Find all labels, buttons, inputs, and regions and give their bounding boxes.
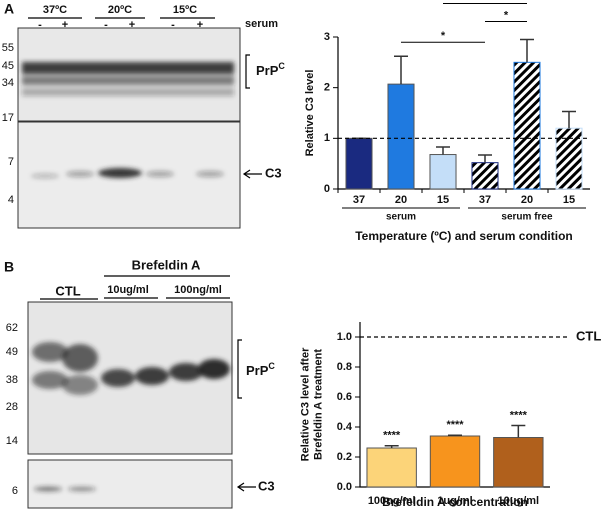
blot-b	[27, 301, 233, 509]
x-tick-label: 20	[395, 194, 407, 206]
x-tick-label: 37	[479, 194, 491, 206]
value-label: ****	[383, 430, 401, 442]
y-tick-label: 3	[324, 31, 330, 43]
control-label: CTL	[55, 283, 80, 298]
axis	[337, 37, 590, 190]
x-tick-label: 1ug/ml	[437, 495, 472, 507]
arrow	[242, 169, 262, 179]
treatment-label: Brefeldin A	[132, 257, 201, 272]
mw-marker: 62	[6, 322, 18, 334]
x-tick-label: 37	[353, 194, 365, 206]
significance-label: *	[504, 9, 509, 21]
significance-label: *	[441, 30, 446, 42]
group-label: serum free	[501, 212, 553, 223]
bar	[387, 83, 415, 190]
serum-sign: -	[171, 19, 175, 31]
mw-marker: 55	[2, 42, 14, 54]
prp-base: PrP	[256, 63, 279, 78]
underlines	[40, 275, 230, 300]
temperature: 37ºC	[43, 4, 67, 16]
y-tick-label: 0.8	[337, 361, 352, 373]
mw-marker: 49	[6, 346, 18, 358]
prp-label: PrPC	[246, 361, 275, 378]
error-bar	[436, 146, 450, 155]
bar	[429, 435, 481, 488]
y-tick-label: 0.6	[337, 391, 352, 403]
y-tick-label: 0	[324, 183, 330, 195]
mw-marker: 38	[6, 374, 18, 386]
serum-sign: +	[62, 19, 68, 31]
group-label: serum	[386, 212, 416, 223]
y-tick-label: 0.2	[337, 451, 352, 463]
mw-marker: 4	[8, 194, 14, 206]
prp-sup: C	[268, 361, 275, 371]
temperature: 20ºC	[108, 4, 132, 16]
mw-marker: 7	[8, 156, 14, 168]
mw-marker: 34	[2, 77, 14, 89]
y-tick-label: 0.4	[337, 421, 353, 433]
x-tick-label: 15	[437, 194, 449, 206]
panel-label: A	[4, 1, 14, 17]
error-bar	[478, 154, 492, 163]
y-tick-label: 1	[324, 132, 330, 144]
x-tick-label: 15	[563, 194, 575, 206]
x-axis-label: Brefeldin A concentration	[382, 495, 528, 509]
y-tick-label: 0.0	[337, 481, 352, 493]
bar	[429, 154, 457, 190]
error-bar	[448, 434, 462, 436]
x-axis-label: Temperature (ºC) and serum condition	[355, 229, 573, 243]
serum-sign: -	[104, 19, 108, 31]
bracket	[245, 54, 250, 89]
prp-sup: C	[278, 61, 285, 71]
prp-label: PrPC	[256, 61, 285, 78]
serum-label: serum	[245, 18, 278, 30]
mw-marker: 28	[6, 401, 18, 413]
bar	[493, 437, 544, 488]
mw-marker: 6	[12, 485, 18, 497]
value-label: ****	[446, 419, 464, 431]
error-bar	[562, 110, 576, 129]
value-label: ****	[510, 409, 528, 421]
bracket	[237, 339, 242, 399]
reference-label: CTL	[576, 328, 601, 343]
y-axis-label-line: Relative C3 level after	[299, 347, 311, 461]
serum-sign: +	[129, 19, 135, 31]
x-tick-label: 100ng/ml	[368, 495, 416, 507]
y-axis-label: Relative C3 level afterBrefeldin A treat…	[299, 347, 324, 461]
error-bar	[384, 445, 399, 448]
serum-sign: +	[197, 19, 203, 31]
bar	[471, 162, 499, 190]
dose-label: 100ng/ml	[174, 284, 222, 296]
error-bar	[520, 38, 534, 63]
prp-base: PrP	[246, 363, 269, 378]
bar	[366, 447, 417, 488]
arrow	[236, 482, 256, 492]
bar	[345, 137, 373, 190]
mw-marker: 45	[2, 60, 14, 72]
c3-label: C3	[258, 478, 275, 493]
blot-a	[17, 27, 241, 229]
significance-label: **	[481, 0, 490, 3]
error-bar	[394, 55, 408, 85]
x-tick-label: 20	[521, 194, 533, 206]
mw-marker: 14	[6, 435, 18, 447]
c3-label: C3	[265, 165, 282, 180]
bar	[513, 61, 541, 190]
temperature: 15ºC	[173, 4, 197, 16]
panel-label: B	[4, 259, 14, 275]
y-tick-label: 2	[324, 82, 330, 94]
error-bar	[511, 424, 526, 438]
bar	[555, 127, 583, 190]
x-tick-label: 10ug/ml	[498, 495, 540, 507]
y-axis-label-line: Brefeldin A treatment	[313, 349, 325, 460]
y-tick-label: 1.0	[337, 331, 352, 343]
mw-marker: 17	[2, 112, 14, 124]
y-axis-label: Relative C3 level	[304, 70, 316, 157]
serum-sign: -	[38, 19, 42, 31]
dose-label: 10ug/ml	[107, 284, 149, 296]
